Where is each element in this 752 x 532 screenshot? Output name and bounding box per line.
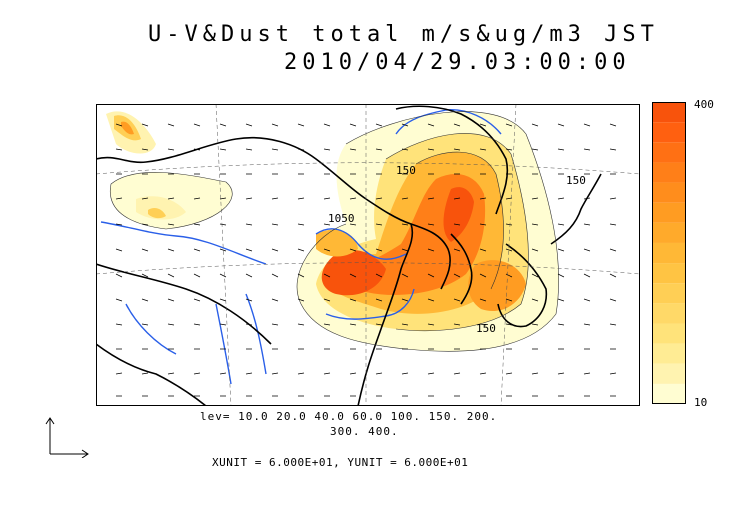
plot-title: U-V&Dust total m/s&ug/m3 JST	[148, 22, 659, 47]
colorbar-swatch-7	[652, 242, 686, 264]
colorbar-swatch-4	[652, 303, 686, 324]
coastlines	[96, 105, 602, 406]
contour-label: 150	[476, 322, 496, 335]
colorbar-swatch-11	[652, 162, 686, 183]
colorbar-swatch-6	[652, 263, 686, 284]
contour-label: 150	[566, 174, 586, 187]
graticule	[96, 104, 640, 406]
reference-vector-icon	[45, 417, 89, 458]
colorbar	[652, 102, 686, 404]
colorbar-max-label: 400	[694, 98, 714, 111]
colorbar-swatch-13	[652, 122, 686, 143]
colorbar-swatch-8	[652, 222, 686, 243]
colorbar-swatch-3	[652, 323, 686, 344]
contour-levels-line2: 300. 400.	[330, 425, 399, 438]
contour-labels: 150 1050 150 150	[328, 164, 586, 335]
colorbar-swatch-5	[652, 283, 686, 304]
dust-concentration-map: 150 1050 150 150	[96, 104, 640, 406]
dust-field	[106, 111, 559, 352]
colorbar-swatch-14	[652, 102, 686, 123]
colorbar-swatch-1	[652, 363, 686, 384]
colorbar-swatch-12	[652, 142, 686, 163]
colorbar-min-label: 10	[694, 396, 708, 409]
contour-levels-line1: lev= 10.0 20.0 40.0 60.0 100. 150. 200.	[200, 410, 498, 423]
colorbar-swatch-0	[652, 383, 686, 404]
colorbar-swatches	[652, 102, 686, 404]
contour-lines	[109, 111, 559, 352]
colorbar-swatch-9	[652, 202, 686, 223]
wind-vectors	[115, 123, 617, 397]
contour-label: 150	[396, 164, 416, 177]
plot-datetime: 2010/04/29.03:00:00	[284, 50, 631, 75]
contour-label: 1050	[328, 212, 355, 225]
colorbar-swatch-2	[652, 343, 686, 364]
colorbar-swatch-10	[652, 182, 686, 203]
vector-unit-label: XUNIT = 6.000E+01, YUNIT = 6.000E+01	[212, 456, 469, 469]
